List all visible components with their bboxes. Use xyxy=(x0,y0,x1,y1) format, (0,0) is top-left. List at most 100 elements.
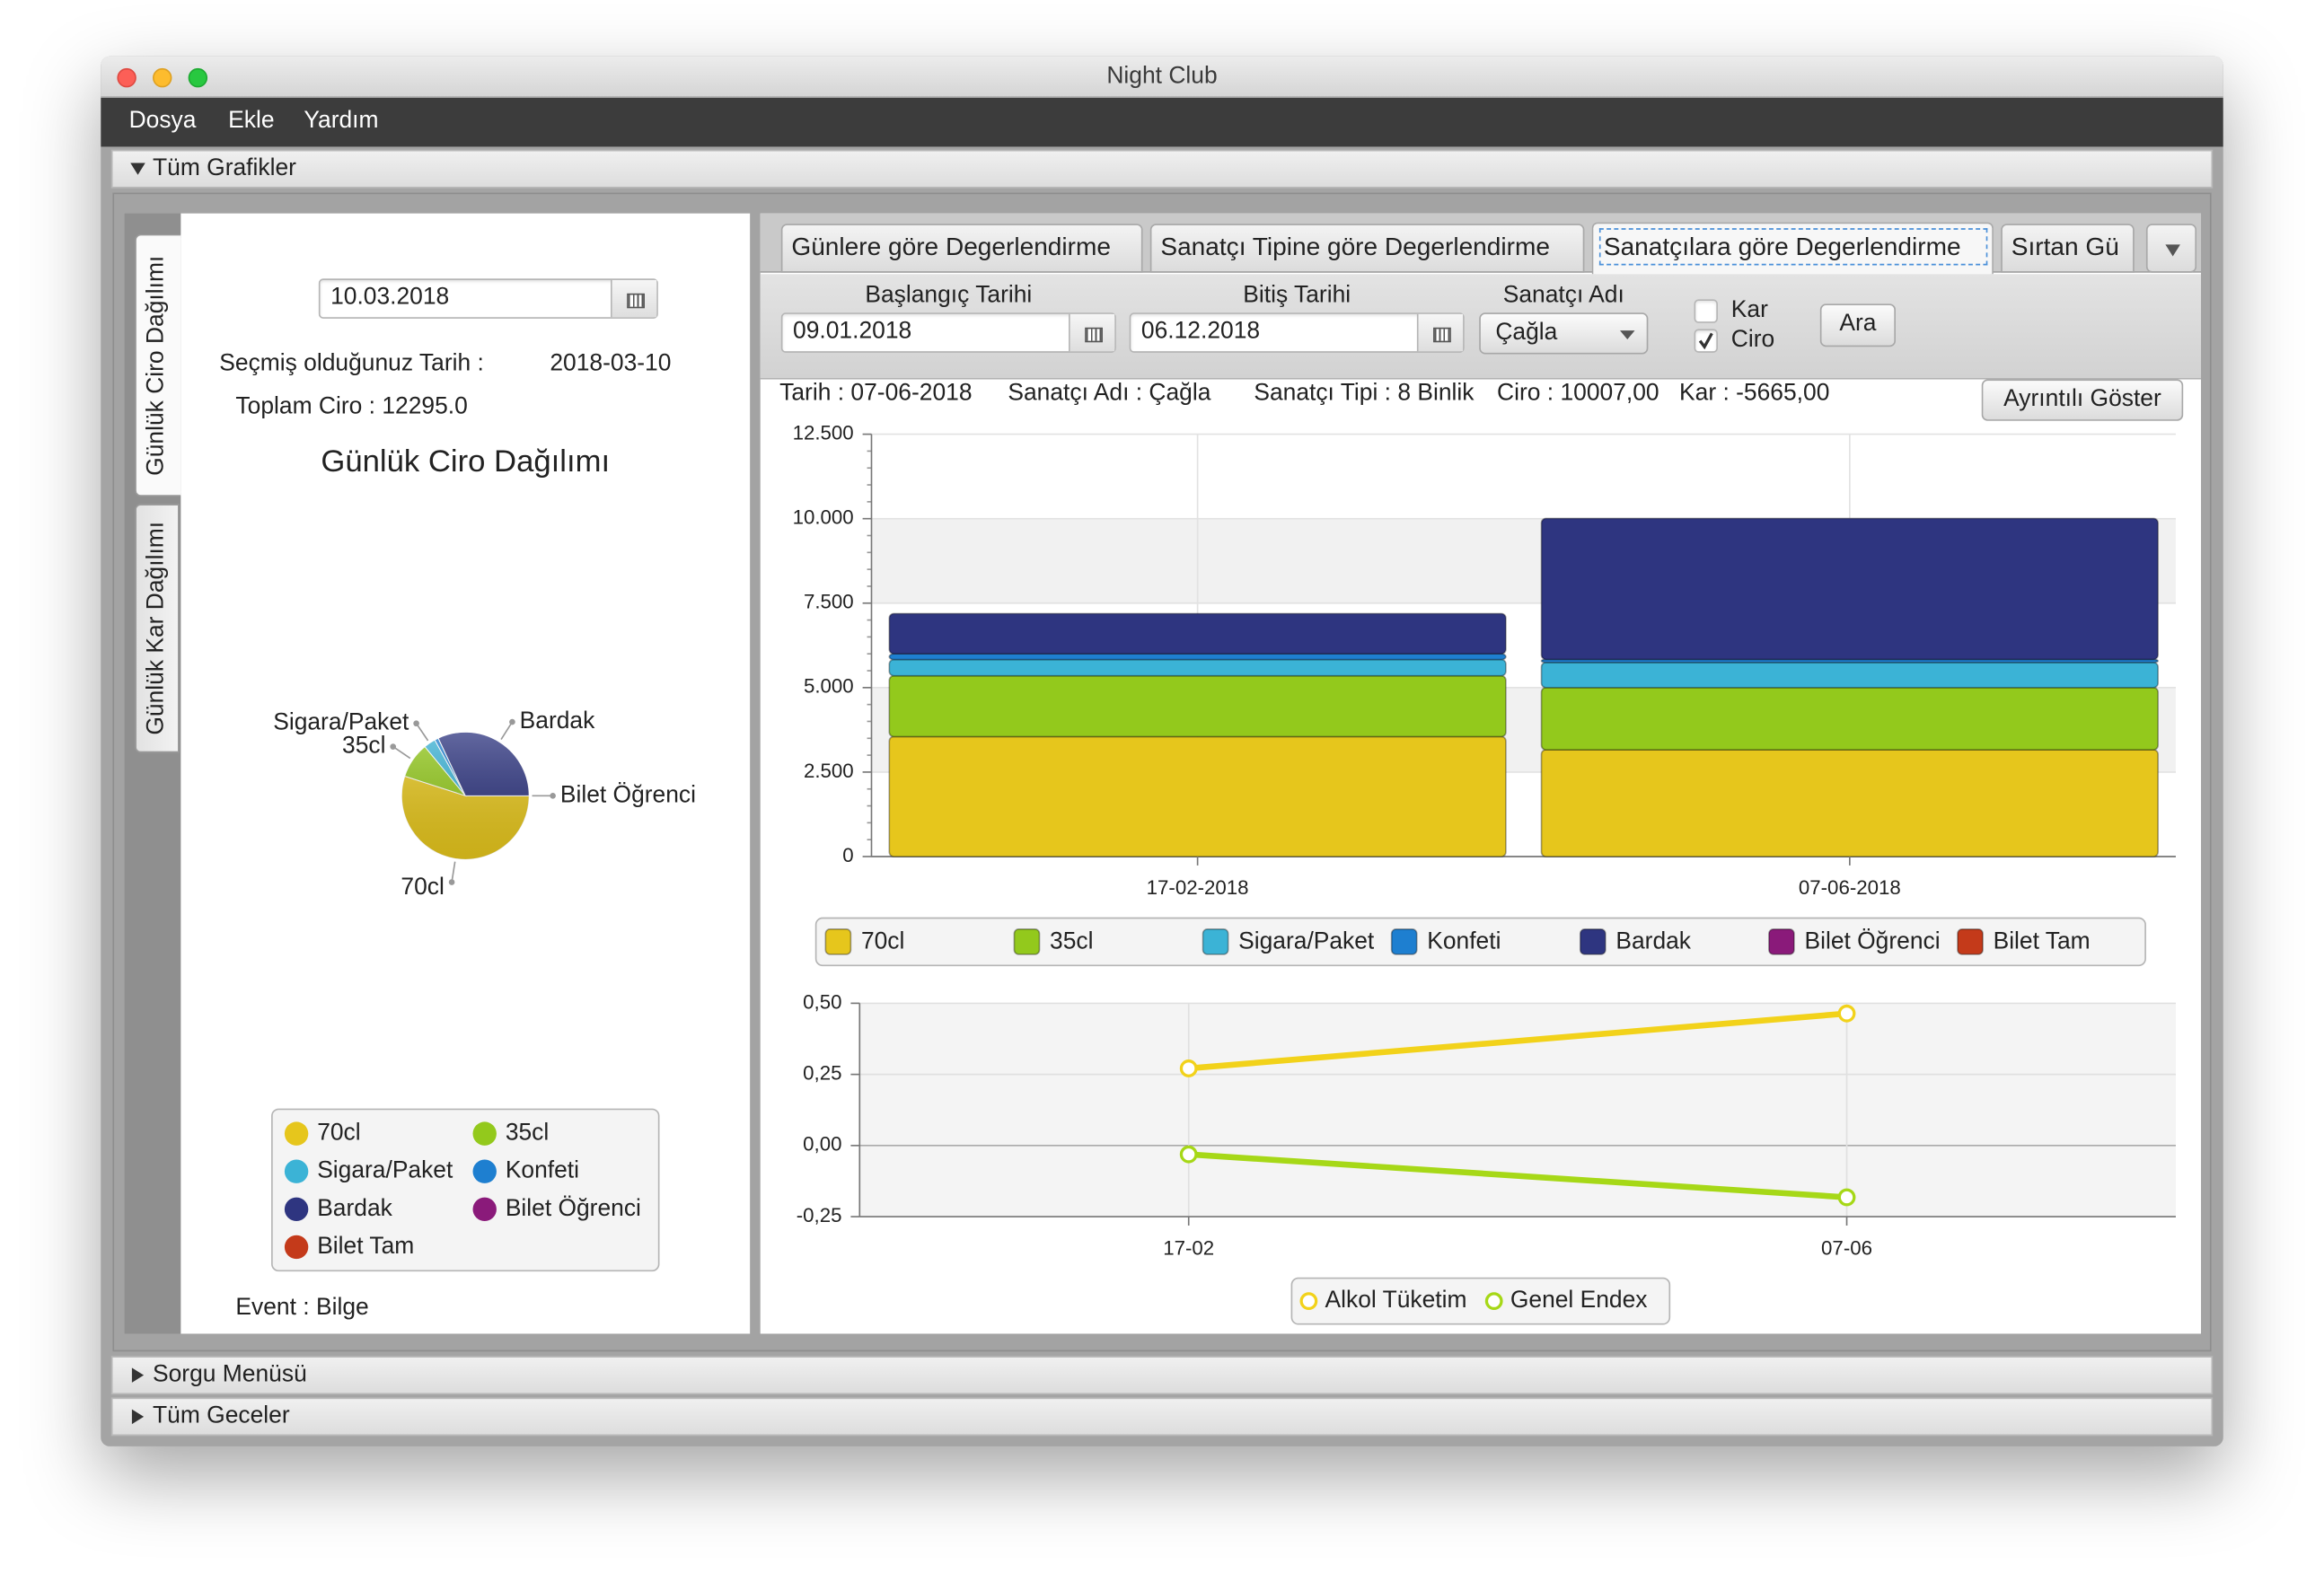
legend-swatch xyxy=(1390,928,1418,955)
total-revenue: Toplam Ciro : 12295.0 xyxy=(235,394,468,420)
start-date: 09.01.2018 xyxy=(793,318,912,344)
line-series xyxy=(1188,1151,1847,1200)
legend-label: Konfeti xyxy=(506,1156,579,1183)
y-tick-label: 0 xyxy=(842,844,853,866)
calendar-button[interactable] xyxy=(611,279,657,318)
detail-button[interactable] xyxy=(1981,379,2184,421)
collapsed-arrow xyxy=(131,1409,145,1425)
event-label: Event : Bilge xyxy=(235,1295,369,1321)
y-tick-label: 10.000 xyxy=(793,506,854,529)
bar-segment xyxy=(1540,517,2159,661)
section-title[interactable]: Sorgu Menüsü xyxy=(153,1361,307,1387)
bar-segment xyxy=(888,653,1507,661)
bar-segment xyxy=(1540,658,2159,664)
date-value: 10.03.2018 xyxy=(330,284,450,310)
legend-label: 70cl xyxy=(861,927,904,954)
selected-date-label: Seçmiş olduğunuz Tarih : xyxy=(219,351,484,377)
legend-label: Sigara/Paket xyxy=(1238,927,1375,954)
artist-value: Çağla xyxy=(1495,320,1558,346)
pie-label: Bardak xyxy=(520,707,595,734)
y-tick-label: 12.500 xyxy=(793,421,854,444)
tab-label[interactable]: Sırtan Gü xyxy=(2011,233,2119,261)
tab-label[interactable]: Sanatçılara göre Degerlendirme xyxy=(1603,233,1961,261)
date-picker[interactable] xyxy=(318,278,658,319)
x-tick-label: 07-06-2018 xyxy=(1799,876,1901,899)
checkbox[interactable] xyxy=(1694,299,1718,323)
pie-label-line xyxy=(500,721,514,741)
start-date-picker[interactable] xyxy=(780,312,1116,353)
legend-label: Bardak xyxy=(1615,927,1691,954)
search-button-label[interactable]: Ara xyxy=(1839,311,1877,337)
pie-label-dot xyxy=(509,718,515,725)
x-tick-label: 07-06 xyxy=(1821,1236,1872,1259)
tab[interactable]: Sırtan Gü xyxy=(2001,224,2135,273)
legend-label: 35cl xyxy=(506,1119,549,1146)
tab[interactable] xyxy=(1149,224,1585,273)
menu-item[interactable]: Ekle xyxy=(228,108,275,134)
minimize-button[interactable] xyxy=(153,67,172,88)
section-title[interactable]: Tüm Grafikler xyxy=(153,155,296,181)
info-type: Sanatçı Tipi : 8 Binlik xyxy=(1254,381,1475,407)
checkbox[interactable] xyxy=(1694,329,1718,353)
end-date-picker[interactable] xyxy=(1129,312,1465,353)
pie-label-dot xyxy=(390,743,397,750)
legend-label: Alkol Tüketim xyxy=(1325,1286,1467,1313)
section-title[interactable]: Tüm Geceler xyxy=(153,1403,290,1429)
checkbox-label[interactable]: Ciro xyxy=(1730,327,1775,353)
section-header[interactable] xyxy=(110,1356,2214,1395)
legend-swatch xyxy=(472,1159,497,1183)
tab[interactable] xyxy=(780,224,1143,273)
legend-swatch xyxy=(284,1121,309,1146)
section-header[interactable] xyxy=(110,149,2214,189)
end-date-label: Bitiş Tarihi xyxy=(1243,283,1351,309)
checkbox-label[interactable]: Kar xyxy=(1730,297,1768,323)
pie-label: Sigara/Paket xyxy=(273,708,409,735)
side-tab[interactable] xyxy=(135,504,180,753)
close-button[interactable] xyxy=(117,67,136,88)
tab-menu-button[interactable] xyxy=(2145,224,2197,273)
section-header[interactable] xyxy=(110,1397,2214,1437)
info-revenue: Ciro : 10007,00 xyxy=(1497,381,1659,407)
side-tab-selected[interactable] xyxy=(135,233,181,497)
line-point xyxy=(1179,1059,1198,1077)
line-point xyxy=(1837,1188,1856,1207)
search-button[interactable] xyxy=(1819,303,1897,347)
tab-selected[interactable] xyxy=(1591,222,1994,275)
collapsed-arrow xyxy=(131,1367,145,1383)
expanded-arrow xyxy=(130,163,145,175)
legend-swatch xyxy=(1768,928,1795,955)
calendar-button[interactable] xyxy=(1069,313,1115,352)
menu-item[interactable]: Dosya xyxy=(128,108,197,134)
zoom-button[interactable] xyxy=(188,67,208,88)
y-tick-label: -0,25 xyxy=(797,1204,842,1226)
y-tick-label: 5.000 xyxy=(804,675,854,698)
tab-label[interactable]: Günlere göre Degerlendirme xyxy=(791,233,1111,261)
pie-label-dot xyxy=(413,720,419,727)
artist-combo[interactable] xyxy=(1479,312,1649,355)
legend-swatch xyxy=(284,1197,309,1222)
menu-item[interactable]: Yardım xyxy=(304,108,379,134)
legend-swatch xyxy=(824,928,852,955)
detail-button-label[interactable]: Ayrıntılı Göster xyxy=(2003,386,2161,412)
legend-label: Bilet Tam xyxy=(317,1232,414,1259)
y-tick-label: 0,25 xyxy=(803,1062,841,1085)
legend-label: Bilet Öğrenci xyxy=(1804,927,1940,954)
artist-label: Sanatçı Adı xyxy=(1502,283,1624,309)
y-tick-label: 0,50 xyxy=(803,990,841,1013)
bar-segment xyxy=(1540,661,2159,689)
bar-segment xyxy=(888,735,1507,857)
combo-arrow xyxy=(1620,330,1635,339)
pie-label-dot xyxy=(550,793,556,799)
legend-swatch xyxy=(1484,1292,1503,1311)
y-tick-label: 7.500 xyxy=(804,591,854,613)
legend-swatch xyxy=(1202,928,1229,955)
line-point xyxy=(1837,1004,1856,1023)
tab-menu-arrow xyxy=(2165,244,2180,257)
tab-label[interactable]: Sanatçı Tipine göre Degerlendirme xyxy=(1160,233,1550,261)
calendar-button[interactable] xyxy=(1416,313,1464,352)
pie-label: 70cl xyxy=(401,873,444,900)
